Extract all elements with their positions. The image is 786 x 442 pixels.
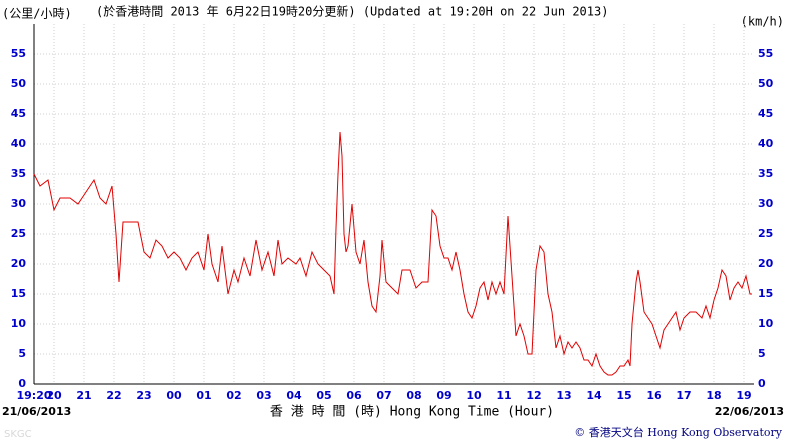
x-tick-label: 06: [346, 389, 362, 402]
x-tick-label: 15: [616, 389, 631, 402]
y-tick-label-right: 10: [758, 317, 774, 330]
y-unit-left: (公里/小時): [2, 7, 72, 21]
y-tick-label: 5: [18, 347, 26, 360]
x-tick-label: 17: [676, 389, 691, 402]
x-tick-label: 13: [556, 389, 571, 402]
y-tick-label: 10: [11, 317, 27, 330]
x-tick-label: 23: [136, 389, 151, 402]
start-date: 21/06/2013: [2, 405, 71, 418]
data-line: [33, 131, 752, 376]
x-tick-label: 05: [316, 389, 331, 402]
y-tick-label-right: 40: [758, 137, 774, 150]
y-tick-label-right: 35: [758, 167, 773, 180]
y-tick-label-right: 45: [758, 107, 773, 120]
x-tick-label: 22: [106, 389, 121, 402]
x-tick-label: 00: [166, 389, 182, 402]
x-tick-label: 19: [736, 389, 751, 402]
x-tick-label: 16: [646, 389, 662, 402]
chart-title: (於香港時間 2013 年 6月22日19時20分更新) (Updated at…: [96, 4, 608, 19]
x-tick-label: 01: [196, 389, 211, 402]
y-tick-label-right: 0: [758, 377, 766, 390]
y-tick-label-right: 30: [758, 197, 774, 210]
x-tick-label: 20: [46, 389, 62, 402]
y-tick-label: 0: [18, 377, 26, 390]
y-tick-label: 40: [11, 137, 27, 150]
x-tick-label: 12: [526, 389, 541, 402]
y-tick-label: 15: [11, 287, 26, 300]
y-tick-label-right: 25: [758, 227, 773, 240]
x-tick-label: 08: [406, 389, 421, 402]
credit: © 香港天文台 Hong Kong Observatory: [574, 425, 783, 439]
y-tick-label: 55: [11, 47, 26, 60]
x-tick-label: 11: [496, 389, 511, 402]
x-tick-label: 07: [376, 389, 391, 402]
station-code: SKGC: [4, 429, 32, 440]
y-tick-label: 20: [11, 257, 27, 270]
x-tick-label: 09: [436, 389, 451, 402]
y-tick-label-right: 20: [758, 257, 774, 270]
x-tick-label: 10: [466, 389, 482, 402]
y-tick-label-right: 55: [758, 47, 773, 60]
y-tick-label-right: 50: [758, 77, 774, 90]
y-tick-label: 35: [11, 167, 26, 180]
y-tick-label: 25: [11, 227, 26, 240]
x-tick-label: 03: [256, 389, 271, 402]
x-tick-label: 19:20: [16, 389, 51, 402]
end-date: 22/06/2013: [715, 405, 784, 418]
y-tick-label: 45: [11, 107, 26, 120]
x-tick-label: 02: [226, 389, 241, 402]
y-tick-label-right: 5: [758, 347, 766, 360]
x-tick-label: 21: [76, 389, 91, 402]
x-tick-label: 14: [586, 389, 602, 402]
y-unit-right: (km/h): [741, 15, 784, 29]
y-tick-label-right: 15: [758, 287, 773, 300]
y-tick-label: 30: [11, 197, 27, 210]
x-tick-label: 04: [286, 389, 302, 402]
y-tick-label: 50: [11, 77, 27, 90]
x-tick-label: 18: [706, 389, 721, 402]
x-axis-title: 香 港 時 間 (時) Hong Kong Time (Hour): [270, 405, 554, 420]
